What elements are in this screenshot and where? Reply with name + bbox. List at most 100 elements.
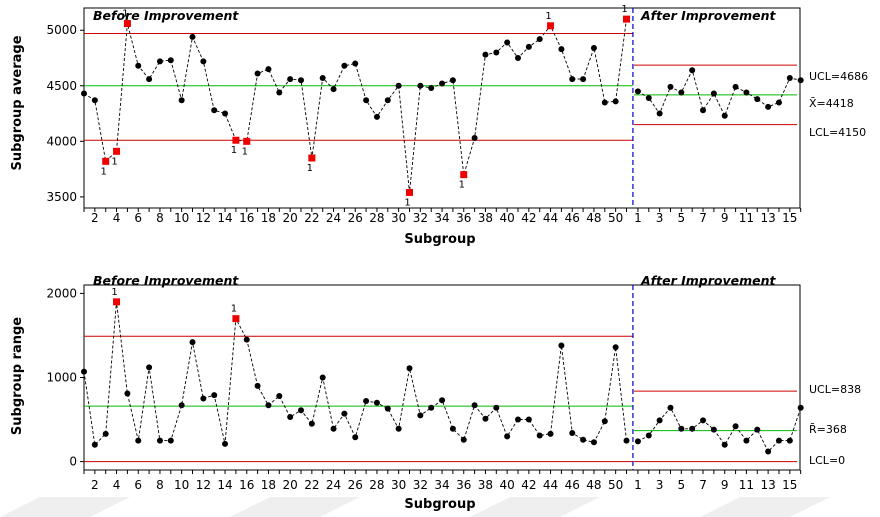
xbar-data-point <box>341 62 348 69</box>
range-xtick-label: 16 <box>239 478 254 492</box>
xbar-data-point <box>81 90 87 97</box>
range-data-point <box>569 430 576 436</box>
range-xtick-label: 34 <box>434 478 449 492</box>
range-data-point <box>482 415 489 422</box>
range-data-point <box>493 404 500 411</box>
range-xtick-label: 6 <box>134 478 142 492</box>
range-data-point <box>319 374 326 381</box>
xbar-data-point <box>439 80 446 87</box>
range-xtick-label: 3 <box>656 478 664 492</box>
range-data-point <box>743 437 750 444</box>
range-data-point <box>265 402 272 409</box>
range-xtick-label: 8 <box>156 478 164 492</box>
range-xtick-label: 24 <box>326 478 341 492</box>
range-xtick-label: 26 <box>348 478 363 492</box>
range-data-point <box>678 425 685 432</box>
xbar-xtick-label: 4 <box>113 211 121 225</box>
xbar-flagged-point <box>623 15 630 23</box>
range-data-point <box>601 418 608 425</box>
range-flagged-point <box>232 315 240 323</box>
xbar-flag-label: 1 <box>242 146 248 157</box>
range-xtick-label: 18 <box>261 478 276 492</box>
xbar-flag-label: 1 <box>404 197 410 208</box>
range-data-point <box>91 441 98 448</box>
xbar-data-point <box>580 76 587 83</box>
xbar-data-point <box>363 97 370 104</box>
range-xtick-label: 11 <box>739 478 754 492</box>
xbar-data-point <box>743 89 750 96</box>
xbar-data-point <box>493 49 500 56</box>
range-data-point <box>656 417 663 424</box>
range-center-label: R̄=368 <box>809 423 847 436</box>
xbar-xtick-label: 10 <box>174 211 189 225</box>
range-data-point <box>102 430 109 437</box>
range-data-point <box>178 402 185 409</box>
xbar-data-point <box>178 97 185 104</box>
xbar-xtick-label: 6 <box>134 211 142 225</box>
xbar-ytick-label: 3500 <box>46 190 77 204</box>
range-data-point <box>81 368 87 375</box>
xbar-xtick-label: 34 <box>434 211 449 225</box>
xbar-data-point <box>319 75 326 81</box>
range-data-point <box>547 430 554 437</box>
range-data-point <box>308 420 315 427</box>
xbar-data-point <box>482 51 489 58</box>
range-data-point <box>200 395 207 402</box>
range-data-point <box>754 426 761 433</box>
xbar-flag-label: 1 <box>307 163 313 174</box>
xbar-data-point <box>222 110 229 117</box>
xbar-data-point <box>590 45 597 51</box>
xbar-data-point <box>732 83 739 90</box>
range-xtick-label: 1 <box>634 478 642 492</box>
xbar-data-point <box>612 98 619 105</box>
xbar-series-line-after <box>637 68 801 117</box>
xbar-data-point <box>700 107 707 114</box>
range-data-point <box>167 437 174 444</box>
range-data-point <box>689 425 696 432</box>
xbar-ylabel: Subgroup average <box>10 35 25 170</box>
range-data-point <box>667 404 674 411</box>
range-data-point <box>775 437 782 444</box>
xbar-data-point <box>287 76 294 83</box>
range-xtick-label: 14 <box>217 478 232 492</box>
xbar-data-point <box>276 89 283 96</box>
range-xtick-label: 4 <box>113 478 121 492</box>
xbar-data-point <box>265 66 272 73</box>
range-ytick-label: 2000 <box>46 286 77 300</box>
xbar-data-point <box>558 46 565 53</box>
xbar-xtick-label: 46 <box>565 211 580 225</box>
range-xtick-label: 5 <box>678 478 686 492</box>
xbar-data-point <box>395 82 402 89</box>
xbar-xtick-label: 30 <box>391 211 406 225</box>
range-data-point <box>395 425 402 432</box>
xbar-data-point <box>352 60 359 67</box>
xbar-flagged-point <box>232 136 240 144</box>
range-data-point <box>797 404 804 411</box>
xbar-xtick-label: 28 <box>369 211 384 225</box>
range-ytick-label: 1000 <box>46 371 77 385</box>
xbar-flagged-point <box>547 22 555 30</box>
xbar-xtick-label: 3 <box>656 211 664 225</box>
range-xtick-label: 7 <box>699 478 707 492</box>
xbar-xtick-label: 5 <box>678 211 686 225</box>
range-xtick-label: 28 <box>369 478 384 492</box>
range-phase-after-label: After Improvement <box>640 273 776 288</box>
xbar-data-point <box>298 77 304 84</box>
range-xtick-label: 9 <box>721 478 729 492</box>
range-data-point <box>504 433 511 440</box>
xbar-data-point <box>189 33 196 40</box>
xbar-chart-panel: Subgroup average Subgroup Before Improve… <box>10 4 868 247</box>
range-data-point <box>384 405 391 412</box>
xbar-data-point <box>797 77 804 84</box>
xbar-data-point <box>721 112 728 119</box>
xbar-data-point <box>786 75 793 81</box>
range-xtick-label: 36 <box>456 478 471 492</box>
xbar-lcl-label: LCL=4150 <box>809 126 866 139</box>
xbar-data-point <box>200 58 207 65</box>
xbar-xtick-label: 1 <box>634 211 642 225</box>
range-data-point <box>406 365 413 372</box>
range-data-point <box>645 432 652 439</box>
xbar-xtick-label: 15 <box>782 211 797 225</box>
range-data-point <box>449 425 456 432</box>
xbar-data-point <box>211 107 218 114</box>
